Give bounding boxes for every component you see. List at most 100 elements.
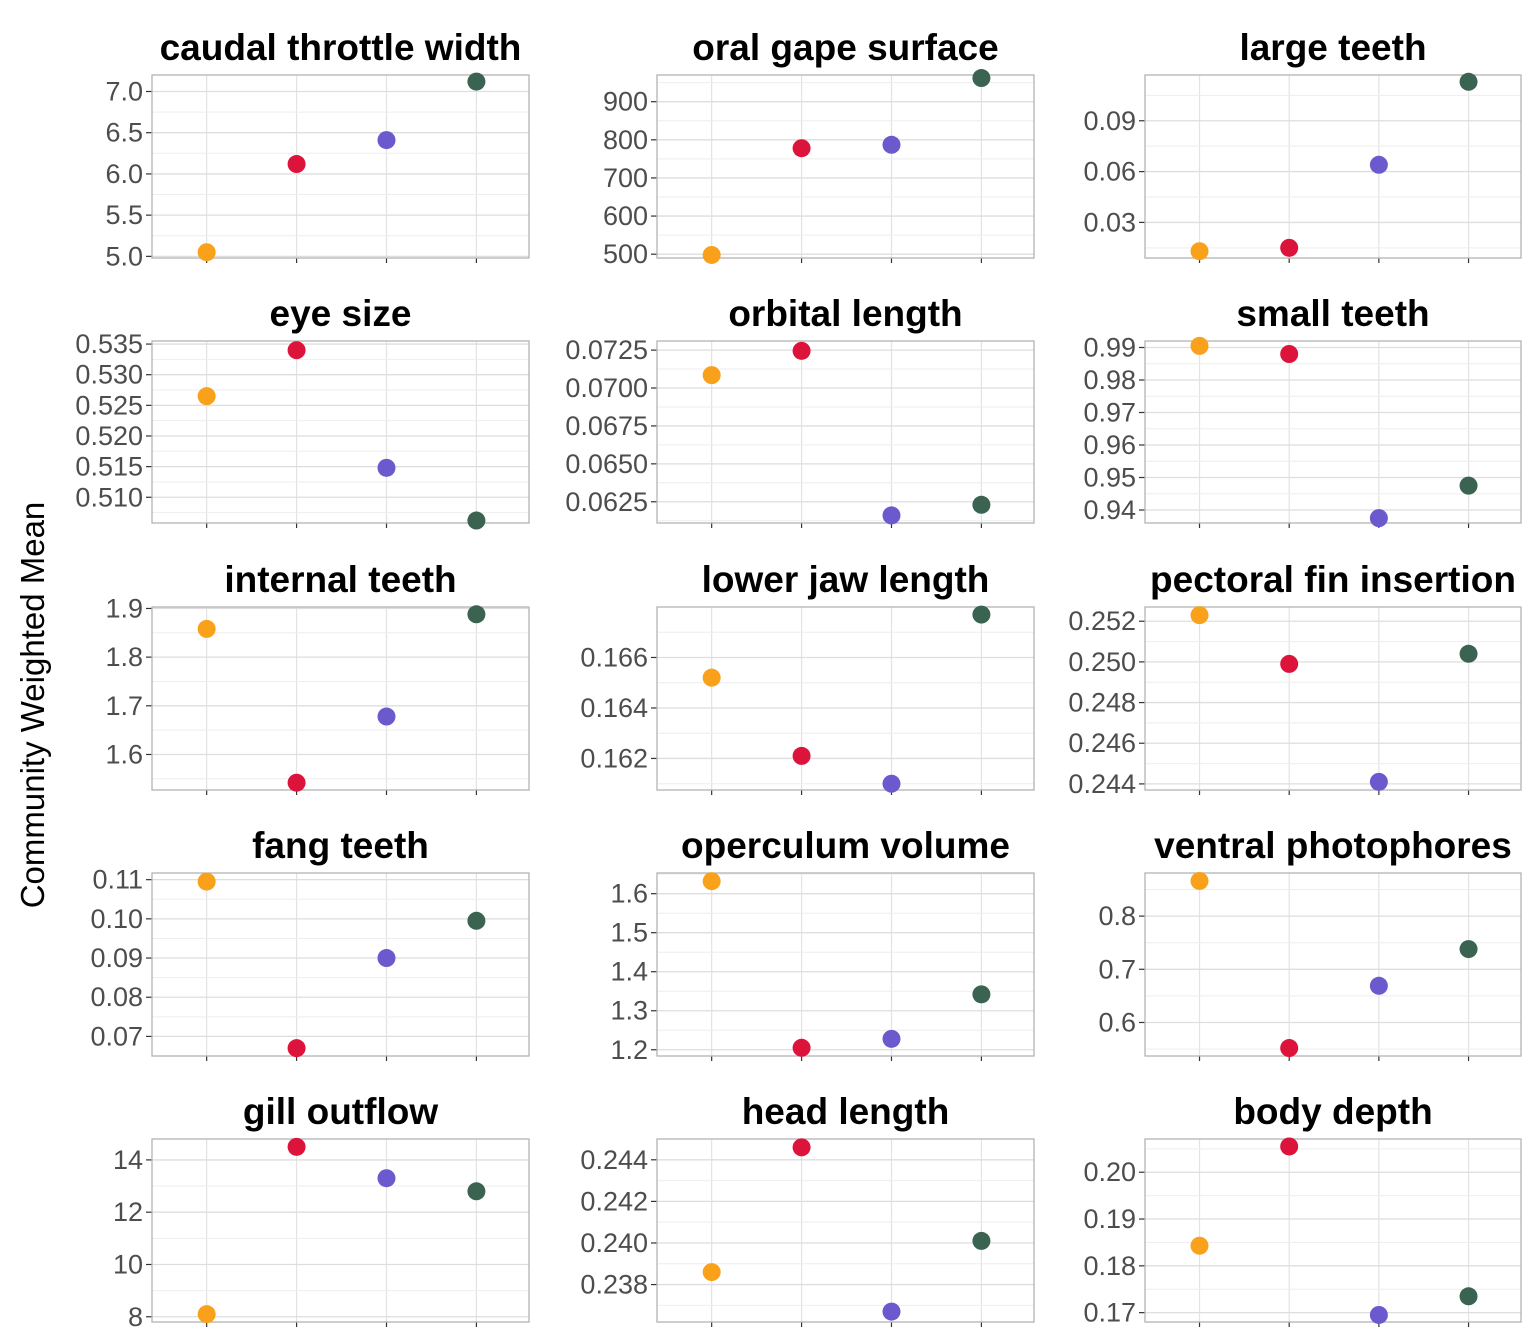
panel-border [656,872,1035,1057]
data-point [377,131,396,150]
data-point [287,155,306,174]
y-tick-label: 1.8 [105,642,143,672]
y-tick-label: 0.510 [75,482,143,512]
panel: 0.238 0.240 0.242 0.244 head length [580,1091,1035,1327]
y-tick-label: 0.244 [1068,769,1136,799]
data-point [197,872,216,891]
panel: 8 10 12 14 gill outflow [113,1091,530,1332]
y-tick-label: 0.09 [1083,106,1136,136]
data-point [467,911,486,930]
y-tick-label: 1.9 [105,593,143,623]
panel-background [1145,341,1521,523]
data-point [702,872,721,891]
y-tick-label: 0.246 [1068,728,1136,758]
y-tick-label: 0.244 [580,1145,648,1175]
panel: 0.940.950.960.970.980.99 small teeth [1083,293,1522,528]
data-point [287,1137,306,1156]
data-point [882,1302,901,1321]
data-point [377,458,396,477]
data-point [1190,1236,1209,1255]
y-tick-label: 0.164 [580,693,648,723]
data-point [972,69,991,88]
panel-background [152,607,529,790]
panel-background [152,341,529,523]
y-tick-label: 0.166 [580,642,648,672]
panel: 0.07 0.08 0.09 0.10 0.11 fang teeth [90,825,530,1061]
panel: 1.6 1.7 1.8 1.9 internal teeth [105,559,530,795]
y-tick-label: 0.97 [1083,398,1136,428]
panel-background [1145,873,1521,1056]
data-point [972,1231,991,1250]
data-point [702,1263,721,1282]
data-point [1190,336,1209,355]
y-tick-label: 600 [603,201,648,231]
data-point [1459,940,1478,959]
y-tick-label: 0.94 [1083,495,1136,525]
data-point [1190,242,1209,261]
y-tick-label: 1.4 [610,957,648,987]
panel-title: oral gape surface [692,27,998,68]
y-tick-label: 0.515 [75,452,143,482]
panel-title: small teeth [1236,293,1429,334]
panel-border [656,340,1035,524]
panel: 1.2 1.3 1.4 1.5 1.6 operculum volume [610,825,1035,1065]
panel-border [1144,1138,1522,1323]
data-point [972,985,991,1004]
data-point [792,746,811,765]
data-point [197,387,216,406]
data-point [1280,654,1299,673]
panel-title: internal teeth [224,559,456,600]
panel-border [151,872,530,1057]
panel-border [1144,606,1522,791]
data-point [1369,155,1388,174]
y-tick-label: 500 [603,239,648,269]
data-point [1459,1287,1478,1306]
y-tick-label: 0.11 [92,865,143,895]
y-tick-label: 900 [603,87,648,117]
data-point [1459,644,1478,663]
y-tick-label: 0.248 [1068,688,1136,718]
y-tick-label: 1.7 [105,691,143,721]
panel: 0.6 0.7 0.8 ventral photophores [1098,825,1522,1061]
panel-background [657,1139,1034,1322]
y-tick-label: 0.98 [1083,365,1136,395]
data-point [792,1138,811,1157]
panel-background [657,873,1034,1056]
y-tick-label: 5.0 [105,241,143,271]
y-axis-label: Community Weighted Mean [14,502,51,909]
panel-title: head length [742,1091,950,1132]
y-tick-label: 0.535 [75,329,143,359]
y-tick-label: 0.0650 [565,449,648,479]
y-tick-label: 800 [603,125,648,155]
data-point [377,949,396,968]
panel: 5.0 5.5 6.0 6.5 7.0 caudal throttle width [105,27,530,271]
data-point [792,341,811,360]
panel-border [151,74,530,259]
panel-background [657,607,1034,790]
panel-title: operculum volume [681,825,1010,866]
y-tick-label: 0.19 [1083,1204,1136,1234]
y-tick-label: 0.20 [1083,1157,1136,1187]
panel-border [1144,340,1522,524]
panel-background [1145,607,1521,790]
panel-background [152,75,529,258]
data-point [792,1038,811,1057]
data-point [287,773,306,792]
y-tick-label: 0.0625 [565,487,648,517]
y-tick-label: 1.5 [610,918,648,948]
panel-background [657,341,1034,523]
data-point [702,366,721,385]
panel: 0.17 0.18 0.19 0.20 body depth [1083,1091,1522,1328]
data-point [1190,871,1209,890]
data-point [882,774,901,793]
data-point [792,139,811,158]
panel-border [151,340,530,524]
y-tick-label: 6.5 [105,118,143,148]
data-point [1369,976,1388,995]
data-point [1369,772,1388,791]
data-point [882,506,901,525]
data-point [377,1169,396,1188]
y-tick-label: 0.03 [1083,207,1136,237]
y-tick-label: 0.0700 [565,373,648,403]
